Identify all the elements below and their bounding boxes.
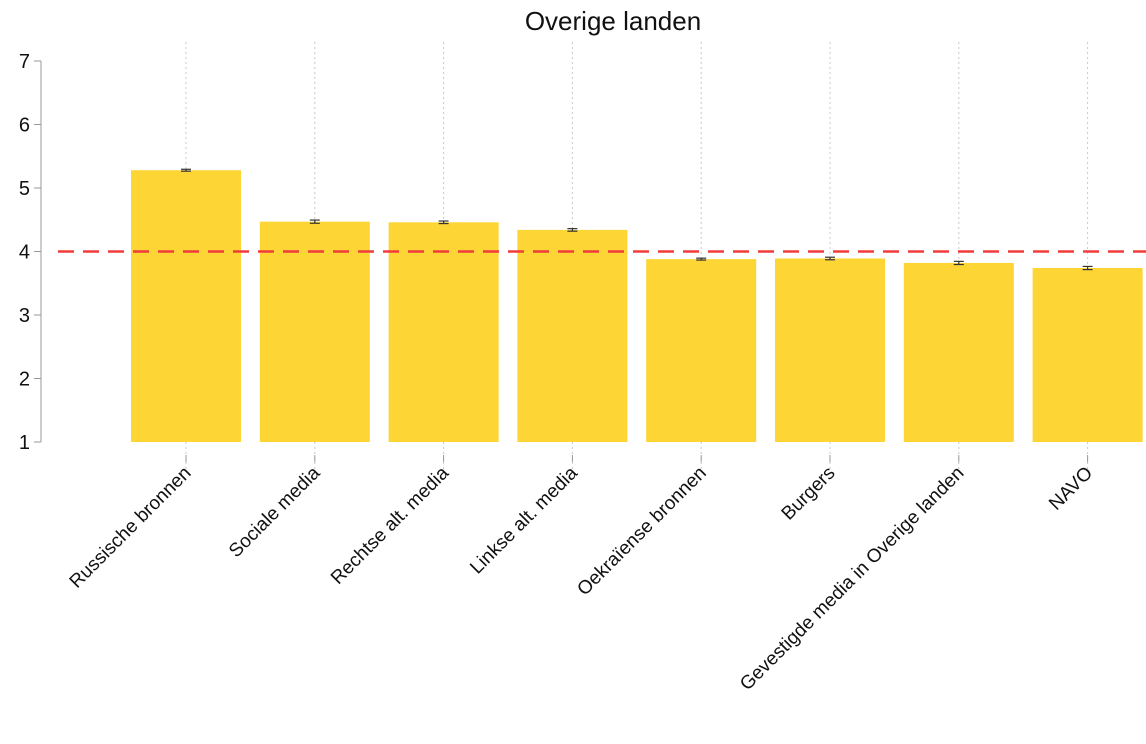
x-tick-label-4: Oekraïense bronnen: [573, 463, 710, 600]
y-tick-label-4: 4: [19, 242, 30, 264]
y-tick-label-6: 6: [19, 115, 30, 137]
x-tick-label-0: Russische bronnen: [66, 463, 196, 593]
x-tick-label-6: Gevestigde media in Overige landen: [736, 463, 968, 695]
x-tick-label-1: Sociale media: [225, 462, 325, 562]
x-tick-label-5: Burgers: [778, 463, 840, 525]
chart-title: Overige landen: [524, 6, 702, 36]
bar-3: [517, 229, 628, 442]
x-tick-label-2: Rechtse alt. media: [327, 462, 453, 588]
bar-6: [903, 262, 1014, 442]
y-tick-label-2: 2: [19, 369, 30, 391]
bar-7: [1032, 268, 1143, 442]
x-tick-label-7: NAVO: [1045, 463, 1097, 515]
y-tick-label-7: 7: [19, 51, 30, 73]
bar-0: [131, 170, 241, 442]
bar-5: [775, 258, 885, 442]
bar-layer: [131, 170, 1143, 442]
error-bar-layer: [181, 168, 1093, 271]
bar-2: [388, 222, 499, 442]
y-tick-label-5: 5: [19, 178, 30, 200]
y-tick-label-1: 1: [19, 432, 30, 454]
y-tick-label-3: 3: [19, 305, 30, 327]
bar-4: [646, 259, 757, 442]
x-tick-label-3: Linkse alt. media: [466, 462, 582, 578]
bar-1: [259, 221, 370, 442]
